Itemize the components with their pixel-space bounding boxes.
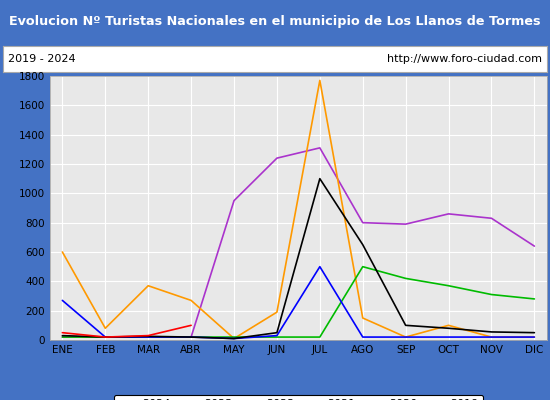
Legend: 2024, 2023, 2022, 2021, 2020, 2019: 2024, 2023, 2022, 2021, 2020, 2019 bbox=[113, 395, 483, 400]
Text: 2019 - 2024: 2019 - 2024 bbox=[8, 54, 76, 64]
Text: http://www.foro-ciudad.com: http://www.foro-ciudad.com bbox=[387, 54, 542, 64]
Text: Evolucion Nº Turistas Nacionales en el municipio de Los Llanos de Tormes: Evolucion Nº Turistas Nacionales en el m… bbox=[9, 16, 541, 28]
